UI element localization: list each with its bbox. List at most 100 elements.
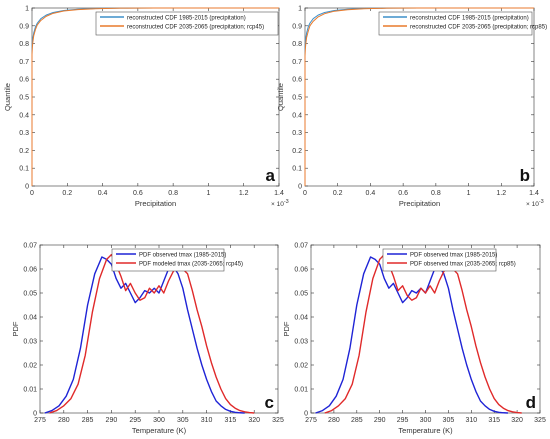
legend-box [111, 248, 225, 272]
x-tick-label: 285 [351, 417, 363, 424]
x-tick-label: 1.4 [529, 190, 539, 197]
x-tick-label: 1 [467, 190, 471, 197]
x-axis-label: Precipitation [135, 199, 176, 208]
legend-label: PDF observed tmax (1985-2015) [139, 253, 226, 259]
y-tick-label: 0.9 [19, 23, 29, 30]
y-tick-label: 0.01 [294, 387, 308, 394]
y-tick-label: 0.4 [292, 112, 302, 119]
y-tick-label: 0.05 [23, 291, 37, 298]
legend-label: reconstructed CDF 1985-2015 (precipitati… [410, 16, 529, 22]
plot-frame [310, 244, 541, 414]
y-tick-label: 0.04 [294, 315, 308, 322]
legend-label: PDF observed tmax (2035-2065; rcp85) [410, 262, 516, 268]
y-tick-label: 0.5 [19, 95, 29, 102]
y-tick-label: 0.6 [292, 77, 302, 84]
y-axis-label: Quantile [276, 83, 285, 111]
x-exponent-label: × 10-3 [526, 199, 544, 208]
x-tick-label: 315 [225, 417, 237, 424]
x-exponent-label: × 10-3 [271, 199, 289, 208]
x-axis-label: Temperature (K) [398, 426, 453, 435]
x-tick-label: 325 [534, 417, 546, 424]
panel-label: a [266, 166, 276, 185]
x-tick-label: 275 [34, 417, 46, 424]
series-line-2 [304, 7, 534, 186]
x-tick-label: 0.4 [366, 190, 376, 197]
y-axis-label: PDF [11, 321, 20, 336]
x-tick-label: 0 [30, 190, 34, 197]
y-tick-label: 0.07 [23, 243, 37, 250]
panel-d: 275 280 285 290 295 300 305 310 315 320 325 0 0.01 0.… [282, 243, 546, 436]
y-tick-label: 0.2 [292, 148, 302, 155]
legend-box [378, 11, 533, 36]
x-tick-label: 290 [106, 417, 118, 424]
x-tick-label: 310 [201, 417, 213, 424]
x-tick-label: 310 [465, 417, 477, 424]
legend-label: reconstructed CDF 2035-2065 (precipitati… [127, 25, 264, 31]
y-tick-label: 1 [25, 6, 29, 13]
y-tick-label: 0.03 [294, 339, 308, 346]
panel-label: d [526, 393, 536, 412]
x-tick-label: 0.4 [98, 190, 108, 197]
x-tick-label: 1.4 [274, 190, 284, 197]
x-tick-label: 280 [58, 417, 70, 424]
y-axis-label: PDF [282, 321, 291, 336]
x-tick-label: 280 [328, 417, 340, 424]
y-tick-label: 0.1 [292, 166, 302, 173]
legend-label: reconstructed CDF 2035-2065 (precipitati… [410, 25, 547, 31]
x-tick-label: 0 [303, 190, 307, 197]
x-tick-label: 275 [305, 417, 317, 424]
plot-frame [31, 7, 280, 187]
x-tick-label: 320 [511, 417, 523, 424]
y-tick-label: 0.4 [19, 112, 29, 119]
y-tick-label: 0.06 [23, 267, 37, 274]
y-tick-label: 0.2 [19, 148, 29, 155]
y-tick-label: 0 [33, 411, 37, 418]
series-line-1 [44, 256, 245, 414]
y-tick-label: 0.05 [294, 291, 308, 298]
x-tick-label: 0.2 [333, 190, 343, 197]
x-tick-label: 300 [420, 417, 432, 424]
x-tick-label: 305 [177, 417, 189, 424]
x-axis-label: Precipitation [399, 199, 440, 208]
panel-a: 0 0.2 0.4 0.6 0.8 1 1.2 1.4 0 0.1 0.2 0.3 0.4 0.5 0.6 0… [3, 6, 289, 209]
x-tick-label: 315 [488, 417, 500, 424]
y-tick-label: 0.04 [23, 315, 37, 322]
x-tick-label: 0.8 [168, 190, 178, 197]
plot-frame [304, 7, 535, 187]
x-tick-label: 285 [82, 417, 94, 424]
y-tick-label: 0.5 [292, 95, 302, 102]
x-tick-label: 300 [153, 417, 165, 424]
y-tick-label: 0 [304, 411, 308, 418]
y-axis-label: Quantile [3, 83, 12, 111]
x-tick-label: 290 [374, 417, 386, 424]
panel-b: 0 0.2 0.4 0.6 0.8 1 1.2 1.4 0 0.1 0.2 0.3 0.4 0.5 0.6 0… [276, 6, 547, 209]
y-tick-label: 0 [298, 184, 302, 191]
panel-label: b [520, 166, 530, 185]
legend-box [95, 11, 279, 36]
x-tick-label: 305 [443, 417, 455, 424]
legend: reconstructed CDF 1985-2015 (precipitati… [378, 11, 547, 36]
legend-box [382, 248, 497, 272]
legend: PDF observed tmax (1985-2015) PDF observe… [382, 248, 516, 272]
legend: PDF observed tmax (1985-2015) PDF modeled… [111, 248, 243, 272]
y-tick-label: 0.1 [19, 166, 29, 173]
x-tick-label: 325 [272, 417, 284, 424]
y-tick-label: 0 [25, 184, 29, 191]
legend-label: PDF modeled tmax (2035-2065; rcp45) [139, 262, 243, 268]
series-line-2 [49, 253, 255, 414]
x-tick-label: 0.6 [398, 190, 408, 197]
y-tick-label: 0.07 [294, 243, 308, 250]
x-tick-label: 1.2 [239, 190, 249, 197]
y-tick-label: 1 [298, 6, 302, 13]
y-tick-label: 0.7 [19, 59, 29, 66]
legend-label: PDF observed tmax (1985-2015) [410, 253, 497, 259]
y-tick-label: 0.03 [23, 339, 37, 346]
x-tick-label: 1 [206, 190, 210, 197]
y-tick-label: 0.9 [292, 23, 302, 30]
x-tick-label: 295 [129, 417, 141, 424]
panel-label: c [265, 393, 274, 412]
y-tick-label: 0.8 [292, 41, 302, 48]
y-tick-label: 0.6 [19, 77, 29, 84]
y-tick-label: 0.06 [294, 267, 308, 274]
